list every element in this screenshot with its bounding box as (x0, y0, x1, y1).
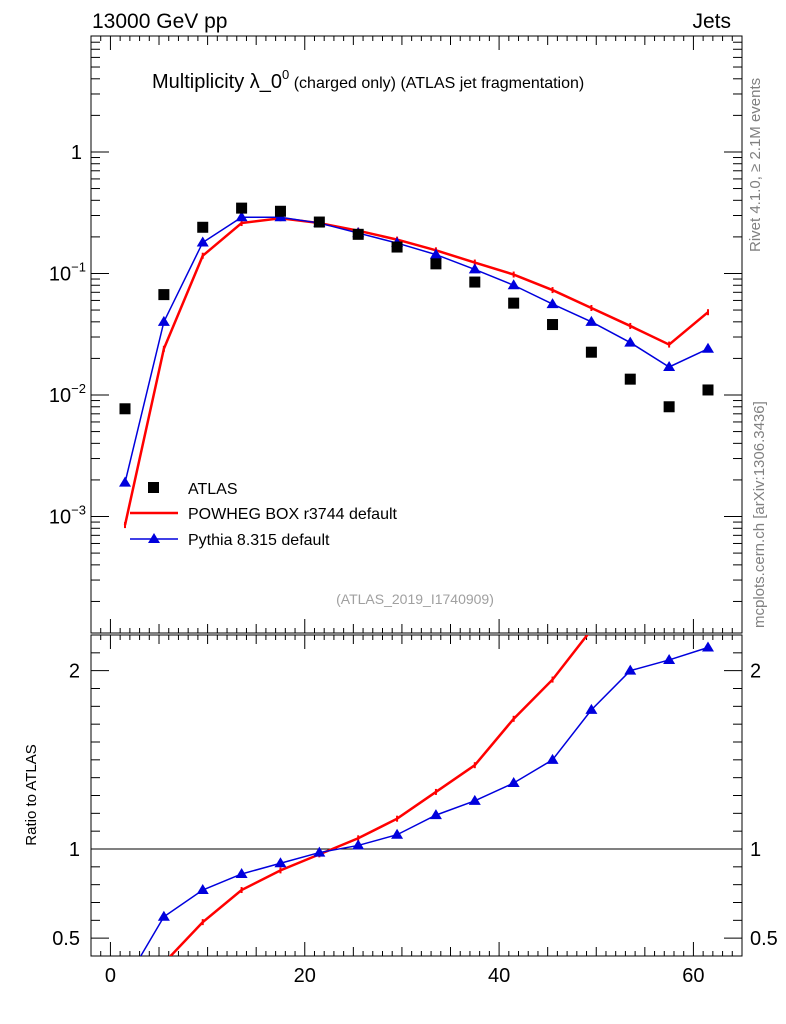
rivet-version-label: Rivet 4.1.0, ≥ 2.1M events (747, 78, 764, 252)
legend-marker-pythia (148, 533, 160, 543)
pythia-point (507, 279, 520, 290)
ratio-y-tick-label-right: 0.5 (750, 928, 778, 950)
legend: ATLAS POWHEG BOX r3744 default Pythia 8.… (130, 481, 398, 549)
analysis-id: (ATLAS_2019_I1740909) (336, 591, 494, 607)
ratio-pythia-point (196, 884, 209, 895)
pythia-line (124, 216, 709, 483)
main-plot-series (119, 202, 714, 529)
atlas-point (547, 319, 559, 331)
y-tick-label: 10−3 (49, 503, 86, 529)
pythia-point (119, 476, 132, 487)
atlas-point (236, 202, 248, 214)
jets-label: Jets (692, 10, 731, 33)
pythia-point (701, 342, 714, 353)
ratio-pythia-point (313, 846, 326, 857)
pythia-point (585, 315, 598, 326)
x-tick-label: 40 (488, 965, 510, 987)
y-tick-label: 10−1 (49, 259, 86, 285)
ratio-pythia-point (119, 977, 131, 987)
x-tick-label: 20 (294, 965, 316, 987)
axis-ticks: 0 20 40 60 1 10−1 10−2 10−3 0.5 0.5 1 1 2 2 (49, 35, 778, 987)
pythia-point (546, 298, 559, 309)
y-tick-label: 1 (71, 142, 82, 164)
ratio-y-tick-label: 0.5 (52, 928, 80, 950)
atlas-point (430, 258, 442, 270)
ratio-pythia-point (274, 857, 287, 868)
ratio-pythia-point (663, 653, 676, 664)
ratio-pythia-point (546, 753, 559, 764)
atlas-point (313, 216, 325, 228)
ratio-pythia-point (468, 794, 481, 805)
main-plot-frame (90, 35, 743, 634)
legend-marker-atlas (148, 482, 159, 493)
atlas-point (624, 373, 636, 385)
ratio-pythia-point (585, 703, 598, 714)
ratio-axis-label: Ratio to ATLAS (23, 744, 40, 845)
ratio-y-tick-label-right: 2 (750, 661, 761, 683)
ratio-pythia-line (139, 646, 709, 956)
pythia-point (157, 315, 170, 326)
atlas-point (508, 297, 520, 309)
atlas-point (274, 205, 286, 217)
ratio-pythia-point (701, 641, 714, 652)
x-tick-label: 0 (105, 965, 116, 987)
y-tick-label: 10−2 (49, 381, 86, 407)
ratio-y-tick-label: 1 (69, 839, 80, 861)
mcplots-label: mcplots.cern.ch [arXiv:1306.3436] (751, 401, 768, 628)
plot-title: Multiplicity λ_00 (charged only) (ATLAS … (152, 67, 584, 93)
ratio-plot-series (91, 635, 742, 987)
energy-label: 13000 GeV pp (92, 10, 227, 33)
pythia-point (468, 263, 481, 274)
pythia-point (624, 336, 637, 347)
plot-title-superscript: 0 (282, 67, 289, 82)
atlas-point (352, 228, 364, 240)
ratio-pythia-point (429, 809, 442, 820)
atlas-point (119, 403, 131, 415)
ratio-pythia-point (507, 777, 520, 788)
atlas-point (663, 401, 675, 413)
legend-label-powheg: POWHEG BOX r3744 default (188, 506, 398, 523)
atlas-point (469, 276, 481, 288)
legend-label-atlas: ATLAS (188, 481, 238, 498)
plot-title-rest: (charged only) (ATLAS jet fragmentation) (289, 75, 584, 92)
atlas-point (197, 221, 209, 233)
x-tick-label: 60 (682, 965, 704, 987)
ratio-pythia-point (157, 910, 170, 921)
ratio-pythia-point (235, 867, 248, 878)
ratio-y-tick-label-right: 1 (750, 839, 761, 861)
pythia-point (663, 360, 676, 371)
legend-label-pythia: Pythia 8.315 default (188, 532, 330, 549)
ratio-pythia-point (624, 664, 637, 675)
pythia-point (196, 236, 209, 247)
pythia-point (235, 211, 248, 222)
ratio-y-tick-label: 2 (69, 661, 80, 683)
ratio-pythia-point (391, 828, 404, 839)
ratio-pythia-point (352, 839, 365, 850)
atlas-point (391, 241, 403, 253)
atlas-point (585, 346, 597, 358)
atlas-point (158, 289, 170, 301)
pythia-point (429, 248, 442, 259)
atlas-point (702, 384, 714, 396)
plot-title-main: Multiplicity λ_0 (152, 71, 282, 93)
powheg-line (123, 216, 709, 526)
ratio-plot-frame (90, 634, 743, 957)
ratio-powheg-line (168, 635, 589, 956)
